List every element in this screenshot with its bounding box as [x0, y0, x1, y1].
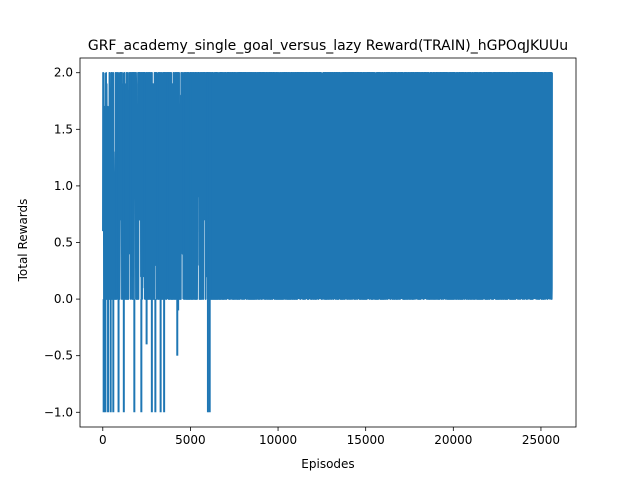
- x-tick-label: 5000: [175, 433, 206, 447]
- y-tick-label: 2.0: [54, 66, 73, 80]
- x-tick-label: 20000: [434, 433, 472, 447]
- x-axis-label: Episodes: [301, 457, 354, 471]
- y-tick-label: −0.5: [44, 349, 73, 363]
- y-tick-label: 0.0: [54, 292, 73, 306]
- x-tick-label: 15000: [347, 433, 385, 447]
- axes: 0 5000 10000 15000 20000 25000 −1.0 −0.5 0.0 0.5 1…: [44, 57, 577, 447]
- series-line: [102, 71, 553, 300]
- y-axis-label: Total Rewards: [16, 199, 30, 283]
- chart-title: GRF_academy_single_goal_versus_lazy Rewa…: [88, 38, 568, 54]
- y-tick-label: 1.5: [54, 122, 73, 136]
- plot-area: [102, 71, 553, 413]
- x-tick-label: 10000: [259, 433, 297, 447]
- series-band: [211, 72, 553, 300]
- x-tick-label: 0: [99, 433, 107, 447]
- y-tick-label: 1.0: [54, 179, 73, 193]
- y-tick-label: 0.5: [54, 236, 73, 250]
- x-tick-label: 25000: [522, 433, 560, 447]
- y-tick-label: −1.0: [44, 405, 73, 419]
